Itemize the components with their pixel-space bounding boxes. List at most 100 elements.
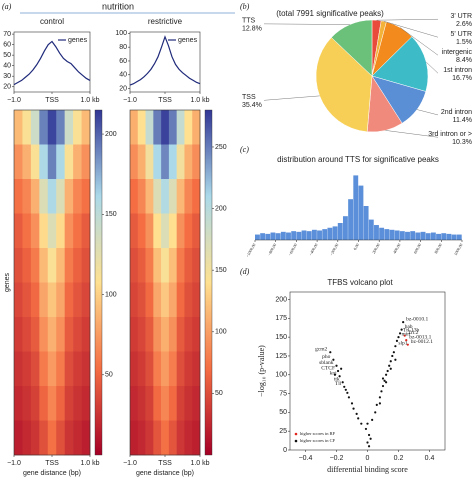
scatter-point: [340, 367, 343, 370]
colorbar: [204, 109, 213, 456]
y-tick-label: 70: [3, 31, 11, 38]
colorbar-tick-label: 100: [215, 329, 227, 336]
heat-cell: [184, 420, 193, 456]
slice-value: 2.6%: [456, 21, 472, 28]
scatter-point: [380, 390, 383, 393]
leader-line: [263, 23, 350, 25]
heat-cell: [14, 213, 23, 249]
heat-cell: [56, 144, 65, 180]
heat-cell: [14, 179, 23, 214]
x-tick-label: 1.0 kb: [190, 97, 209, 104]
heat-cell: [192, 110, 201, 145]
heat-cell: [73, 282, 82, 318]
point-label: sblank: [319, 360, 334, 366]
heat-cell: [14, 317, 23, 352]
scatter-point: [402, 320, 405, 324]
hist-bar: [286, 232, 291, 240]
heat-cell: [168, 386, 177, 421]
scatter-point: [357, 417, 360, 420]
point-label: Tll: [335, 381, 342, 387]
leader-line: [385, 130, 439, 138]
scatter-point: [405, 339, 408, 342]
x-axis-label: differential binding score: [327, 465, 408, 474]
heat-cell: [161, 351, 170, 387]
heat-cell: [73, 386, 82, 421]
point-label: kni: [330, 371, 338, 377]
scatter-point: [336, 369, 340, 373]
heat-cell: [130, 420, 139, 456]
point-label: mirr: [402, 331, 412, 337]
heat-cell: [47, 213, 57, 249]
scatter-point: [386, 369, 389, 373]
heat-cell: [56, 351, 65, 387]
y-tick-label: 30: [3, 73, 11, 80]
heat-cell: [64, 110, 74, 145]
x-tick-label: 400.00: [392, 242, 402, 254]
hist-bar: [368, 219, 374, 240]
heat-cell: [47, 317, 57, 352]
chart-title: control: [40, 17, 64, 26]
heat-cell: [153, 317, 162, 352]
heat-cell: [22, 420, 32, 456]
scatter-point: [398, 332, 402, 335]
chart-title: restrictive: [148, 17, 183, 26]
y-axis-label: −log₁₀ (p-value): [257, 345, 266, 397]
heat-cell: [192, 213, 201, 249]
heat-cell: [30, 351, 40, 387]
hist-bar: [436, 233, 441, 240]
y-tick-label: 0: [283, 447, 287, 454]
hist-bar: [301, 230, 307, 240]
colorbar-tick-label: 100: [105, 291, 117, 298]
heat-cell: [161, 420, 170, 456]
colorbar: [94, 109, 103, 456]
scatter-point: [344, 388, 347, 391]
heat-cell: [14, 110, 23, 145]
x-tick-label: 1000.00: [453, 242, 464, 256]
header: nutrition: [102, 1, 134, 11]
heat-cell: [14, 351, 23, 387]
heat-cell: [64, 282, 74, 318]
heat-cell: [47, 386, 57, 421]
heat-cell: [130, 110, 139, 145]
colorbar-tick-label: 150: [215, 267, 227, 274]
scatter-point: [403, 334, 406, 337]
heat-cell: [168, 317, 177, 352]
chart-title: (total 7991 significative peaks): [276, 9, 384, 18]
heat-cell: [22, 179, 32, 214]
hist-bar: [415, 232, 421, 240]
heat-cell: [73, 420, 82, 456]
heat-cell: [39, 282, 49, 318]
heat-cell: [168, 144, 177, 180]
hist-bar: [348, 199, 354, 240]
heat-cell: [184, 110, 193, 145]
heat-cell: [22, 213, 32, 249]
heat-cell: [176, 213, 185, 249]
hist-bar: [270, 232, 276, 240]
heat-cell: [81, 144, 91, 180]
scatter-point: [371, 418, 374, 422]
leader-line: [400, 27, 439, 56]
y-tick-label: 50: [3, 52, 11, 59]
heat-cell: [14, 282, 23, 318]
heat-cell: [81, 351, 91, 387]
x-tick-label: 1.0 kb: [80, 460, 99, 467]
hist-bar: [446, 233, 452, 240]
heat-cell: [56, 282, 65, 318]
scatter-point: [352, 407, 355, 410]
hist-bar: [441, 233, 447, 240]
scatter-point: [341, 381, 344, 384]
scatter-point: [350, 402, 354, 405]
heat-cell: [39, 179, 49, 214]
scatter-point: [389, 360, 392, 363]
y-tick-label: 200: [275, 296, 287, 303]
slice-label: 2nd intron: [441, 109, 472, 116]
scatter-point: [394, 345, 397, 348]
scatter-point: [394, 358, 397, 361]
hist-bar: [389, 229, 395, 240]
heat-cell: [64, 179, 74, 214]
heat-cell: [56, 386, 65, 421]
point-label: gcm2: [315, 346, 327, 352]
heat-cell: [47, 144, 57, 180]
heat-cell: [81, 386, 91, 421]
point-label: slp1: [398, 340, 407, 346]
